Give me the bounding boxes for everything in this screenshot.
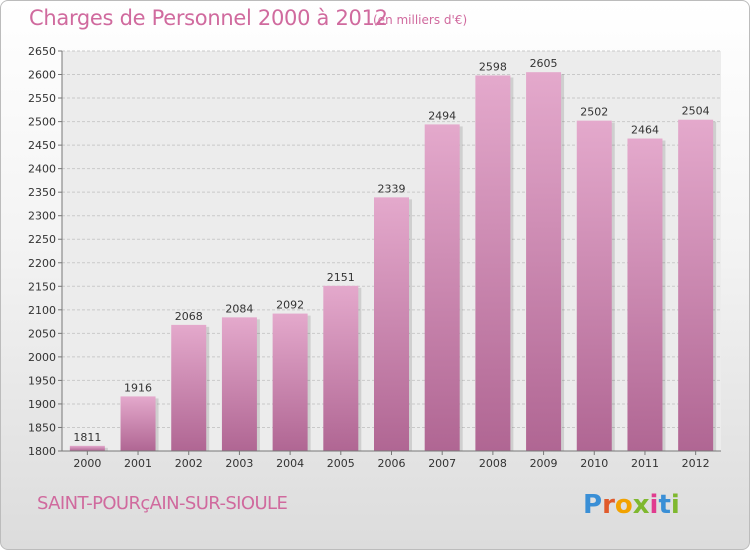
bar-value-label: 2494: [428, 109, 456, 122]
bar: [424, 124, 460, 451]
x-tick-label: 2000: [73, 457, 101, 470]
bar-value-label: 1916: [124, 381, 152, 394]
logo-letter: o: [614, 490, 633, 520]
y-tick-label: 1900: [28, 398, 56, 411]
proxiti-logo: Proxiti: [583, 490, 680, 520]
bar: [171, 324, 207, 451]
y-tick-label: 2100: [28, 304, 56, 317]
bar: [69, 445, 105, 451]
y-tick-label: 2000: [28, 351, 56, 364]
bar-value-label: 2598: [479, 60, 507, 73]
bar-value-label: 2092: [276, 299, 304, 312]
x-tick-label: 2009: [530, 457, 558, 470]
bar: [272, 313, 308, 451]
bar: [120, 396, 156, 451]
y-tick-label: 1800: [28, 445, 56, 458]
logo-letter: x: [632, 490, 650, 520]
x-tick-label: 2007: [428, 457, 456, 470]
y-tick-label: 2150: [28, 280, 56, 293]
x-tick-label: 2008: [479, 457, 507, 470]
x-tick-label: 2003: [225, 457, 253, 470]
x-tick-label: 2001: [124, 457, 152, 470]
bar-value-label: 2084: [225, 302, 253, 315]
y-tick-label: 1950: [28, 374, 56, 387]
bar: [576, 120, 612, 451]
bar: [323, 285, 359, 451]
x-tick-label: 2004: [276, 457, 304, 470]
bar: [475, 75, 511, 452]
x-tick-label: 2010: [580, 457, 608, 470]
y-tick-label: 2300: [28, 210, 56, 223]
bar: [678, 119, 714, 452]
y-tick-label: 2250: [28, 233, 56, 246]
bar-value-label: 2464: [631, 124, 659, 137]
logo-letter: i: [649, 490, 659, 520]
bar-value-label: 2504: [682, 105, 710, 118]
city-name: SAINT-POURçAIN-SUR-SIOULE: [37, 493, 288, 514]
y-tick-label: 2550: [28, 92, 56, 105]
y-tick-label: 2400: [28, 163, 56, 176]
logo-letter: i: [670, 490, 680, 520]
x-tick-label: 2012: [682, 457, 710, 470]
y-tick-label: 2450: [28, 139, 56, 152]
y-tick-label: 1850: [28, 421, 56, 434]
bar-value-label: 2068: [175, 310, 203, 323]
y-tick-label: 2600: [28, 69, 56, 82]
bar-value-label: 2151: [327, 271, 355, 284]
bar: [627, 138, 663, 451]
y-tick-label: 2350: [28, 186, 56, 199]
bar: [526, 72, 562, 452]
bar-value-label: 1811: [73, 431, 101, 444]
y-tick-label: 2500: [28, 116, 56, 129]
y-tick-label: 2050: [28, 327, 56, 340]
y-tick-label: 2650: [28, 45, 56, 58]
bar-value-label: 2605: [530, 57, 558, 70]
bar: [221, 317, 257, 451]
x-tick-label: 2011: [631, 457, 659, 470]
logo-letter: P: [583, 490, 603, 520]
x-tick-label: 2006: [378, 457, 406, 470]
chart-title: Charges de Personnel 2000 à 2012: [29, 6, 388, 30]
y-tick-label: 2200: [28, 257, 56, 270]
x-tick-label: 2005: [327, 457, 355, 470]
x-tick-label: 2002: [175, 457, 203, 470]
logo-letter: t: [658, 490, 671, 520]
logo-letter: r: [602, 490, 615, 520]
bar: [374, 197, 409, 451]
bar-value-label: 2502: [580, 106, 608, 119]
bar-value-label: 2339: [378, 182, 406, 195]
chart-subtitle: (en milliers d'€): [373, 13, 468, 27]
